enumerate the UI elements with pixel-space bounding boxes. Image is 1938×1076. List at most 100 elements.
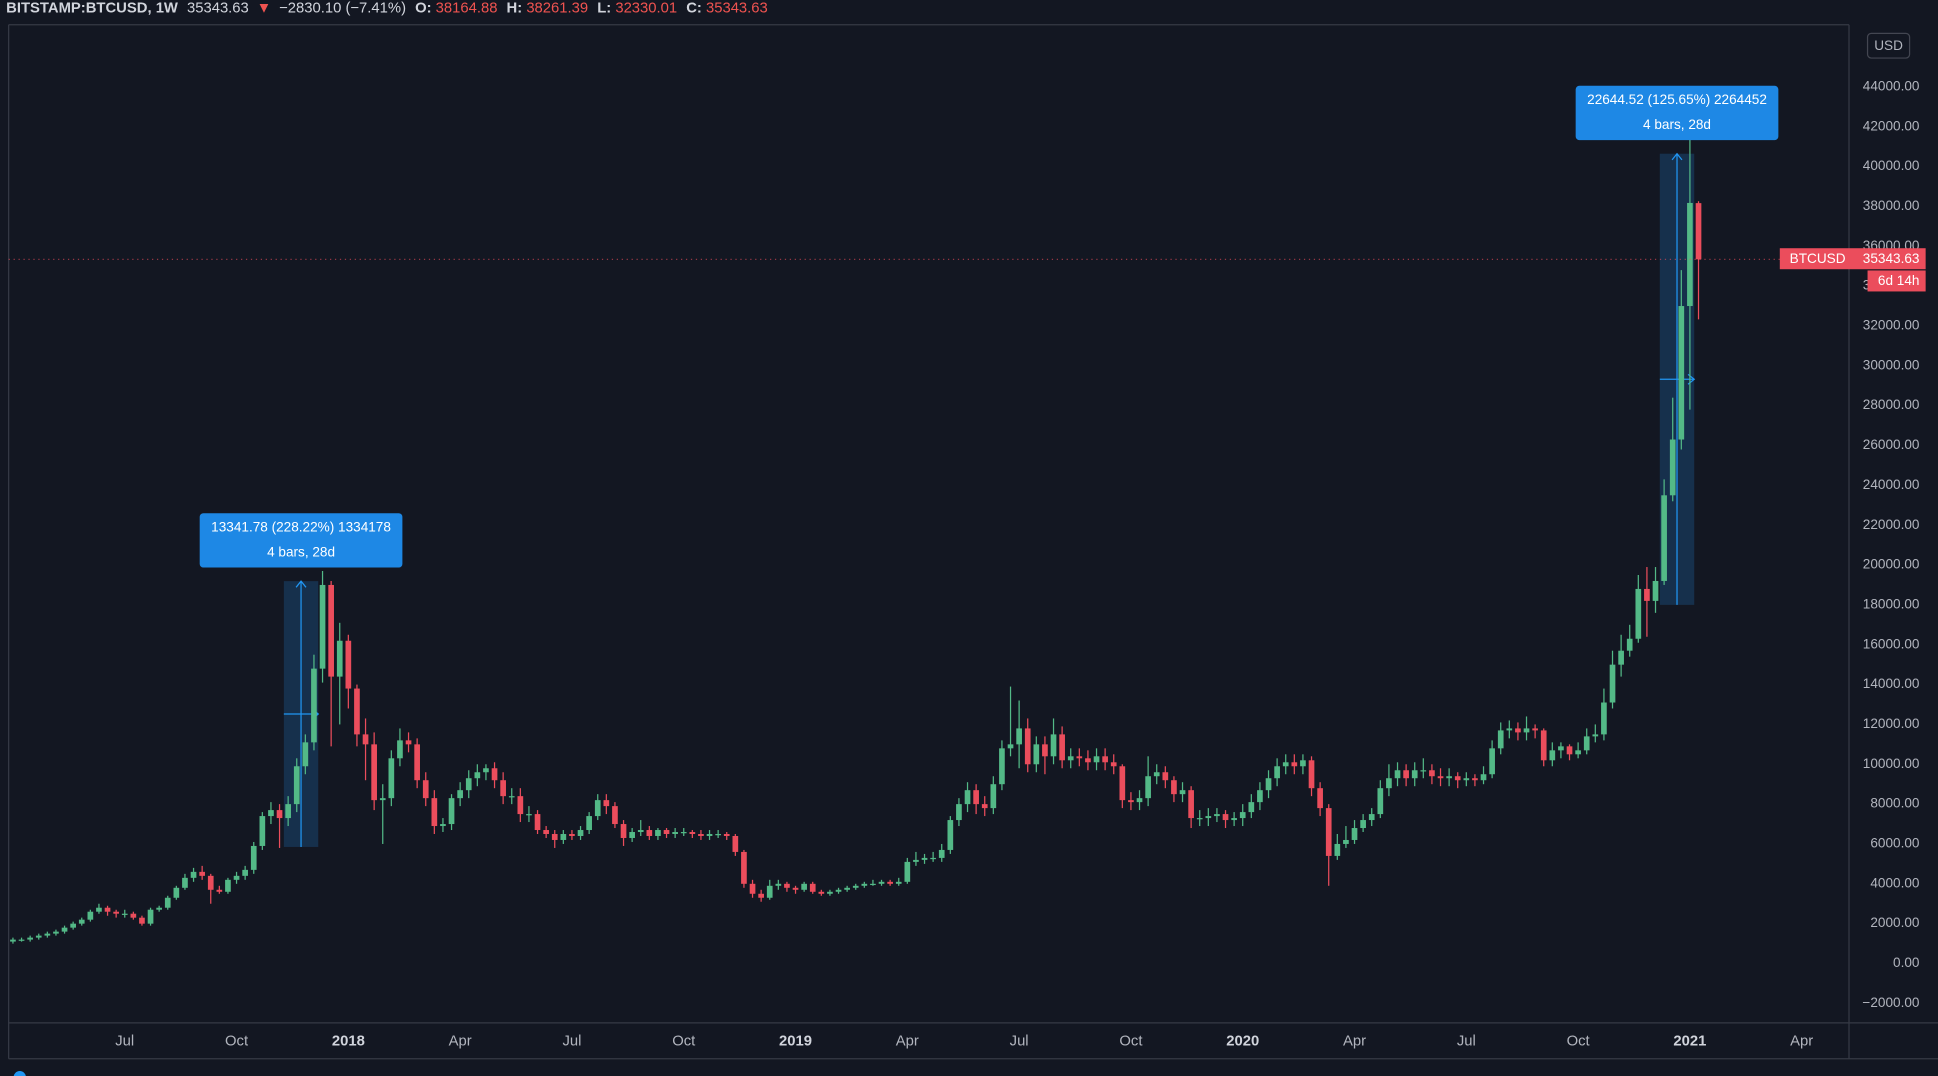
x-tick-label: Jul: [1010, 1033, 1029, 1049]
candle-body: [483, 768, 489, 773]
candle-body: [457, 790, 463, 799]
y-tick-label: 28000.00: [1863, 397, 1920, 412]
candle-body: [1136, 798, 1143, 803]
overlay: 13341.78 (228.22%) 1334178 4 bars, 28d 226…: [8, 85, 1926, 568]
candle-body: [259, 816, 266, 846]
currency-label[interactable]: USD: [1874, 38, 1903, 53]
open-value: 38164.88: [436, 1, 498, 17]
candle-body: [156, 907, 162, 910]
candle-body: [1145, 776, 1151, 799]
candle-body: [336, 640, 343, 677]
candle-body: [637, 830, 644, 833]
candle-body: [1231, 818, 1237, 821]
candle-body: [1480, 774, 1487, 781]
measure-duration-label: 4 bars, 28d: [1643, 117, 1711, 132]
candle-body: [784, 883, 790, 888]
candle-body: [1540, 730, 1547, 761]
candle-body: [1652, 580, 1659, 601]
candle-body: [302, 742, 309, 767]
candle-body: [414, 744, 420, 781]
candle-body: [1558, 746, 1564, 751]
candle-body: [1257, 790, 1263, 803]
candle-body: [397, 740, 403, 759]
high-label: H:: [507, 1, 523, 17]
status-dot: [13, 1071, 26, 1076]
candle-body: [766, 885, 773, 898]
measure-price-label: 13341.78 (228.22%) 1334178: [211, 520, 391, 535]
legend-header: BITSTAMP:BTCUSD, 1W 35343.63 ▼ −2830.10 …: [6, 1, 768, 17]
candle-body: [818, 891, 825, 894]
candle-body: [1351, 828, 1358, 840]
candle-body: [1067, 756, 1074, 761]
y-tick-label: 26000.00: [1863, 437, 1920, 452]
price-tag-name: BTCUSD: [1790, 251, 1846, 266]
x-tick-label: 2020: [1226, 1033, 1259, 1049]
candle-body: [930, 857, 936, 860]
candle-body: [173, 887, 180, 898]
candle-body: [844, 887, 850, 890]
candle-body: [1618, 650, 1624, 665]
candle-body: [1601, 702, 1607, 735]
candle-body: [311, 668, 317, 743]
y-tick-label: 0.00: [1893, 955, 1920, 970]
candle-body: [1085, 758, 1091, 763]
candle-body: [1102, 756, 1108, 763]
candle-body: [1454, 776, 1461, 781]
candle-body: [1128, 800, 1134, 803]
candle-body: [723, 834, 730, 836]
candle-body: [1343, 839, 1349, 844]
candle-body: [1239, 812, 1246, 819]
y-tick-label: 6000.00: [1870, 836, 1920, 851]
candle-body: [207, 875, 214, 890]
y-tick-label: 22000.00: [1863, 517, 1920, 532]
candle-body: [732, 835, 739, 852]
plot-area: [10, 138, 1702, 944]
candle-body: [474, 772, 481, 779]
candle-body: [27, 937, 33, 940]
candle-body: [121, 913, 128, 915]
candle-body: [362, 734, 369, 745]
candle-body: [431, 798, 438, 827]
candle-body: [319, 584, 326, 669]
y-tick-label: 8000.00: [1870, 796, 1920, 811]
candle-body: [603, 800, 610, 807]
x-tick-label: 2021: [1673, 1033, 1706, 1049]
candle-body: [328, 584, 334, 677]
candle-body: [182, 877, 188, 888]
candle-body: [1523, 728, 1530, 733]
candle-body: [147, 909, 154, 924]
candle-body: [242, 869, 248, 876]
candle-body: [405, 740, 412, 745]
y-tick-label: 44000.00: [1863, 78, 1920, 93]
candle-body: [1386, 778, 1392, 789]
currency-button[interactable]: [1866, 32, 1911, 59]
candle-body: [1403, 770, 1409, 779]
direction-arrow: ▼: [257, 1, 272, 17]
y-tick-label: 38000.00: [1863, 198, 1920, 213]
candle-body: [1300, 760, 1306, 767]
candle-body: [1661, 495, 1667, 581]
candle-body: [1506, 728, 1513, 731]
candle-body: [1515, 728, 1521, 733]
candle-body: [113, 911, 119, 914]
x-tick-label: 2019: [779, 1033, 812, 1049]
candle-body: [139, 917, 145, 924]
y-tick-label: 24000.00: [1863, 477, 1920, 492]
candle-body: [1282, 762, 1289, 767]
x-tick-label: Oct: [672, 1033, 695, 1049]
candle-body: [1446, 776, 1452, 779]
candle-body: [388, 758, 395, 799]
candle-body: [646, 830, 653, 836]
candle-body: [465, 778, 472, 791]
low-label: L:: [597, 1, 611, 17]
candle-body: [1669, 439, 1676, 496]
candle-body: [852, 885, 859, 888]
candle-body: [1489, 748, 1495, 775]
candle-body: [792, 887, 799, 890]
y-tick-label: 42000.00: [1863, 118, 1920, 133]
candle-body: [354, 688, 360, 735]
x-tick-label: Jul: [115, 1033, 134, 1049]
candle-body: [1368, 814, 1375, 821]
candle-body: [938, 849, 945, 858]
candle-body: [199, 871, 205, 876]
